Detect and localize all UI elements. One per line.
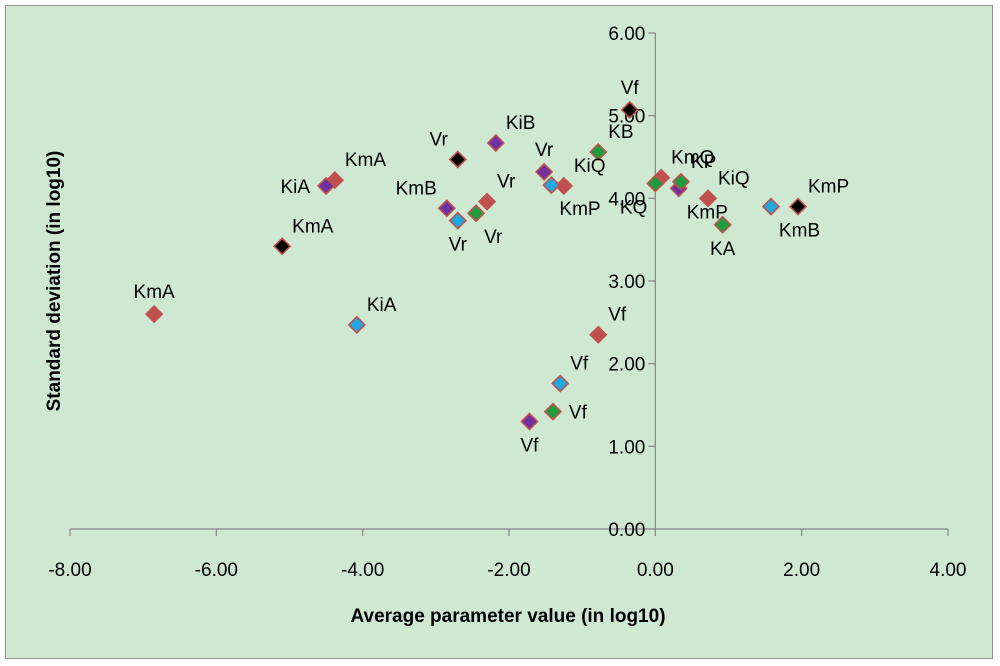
data-point-marker: [448, 150, 467, 169]
data-point-marker: [486, 133, 505, 153]
chart-area: [5, 5, 993, 659]
x-tick-label: 0.00: [637, 560, 674, 581]
y-tick-label: 4.00: [608, 189, 645, 210]
data-point-marker: [761, 197, 781, 216]
data-point-marker: [477, 192, 497, 211]
data-point-marker: [534, 162, 554, 182]
data-point-label: KmA: [292, 216, 334, 237]
y-axis-title: Standard deviation (in log10): [44, 151, 65, 412]
data-point-marker: [646, 174, 665, 193]
x-tick-label: 4.00: [930, 560, 967, 581]
data-point-marker: [347, 315, 366, 334]
y-tick-label: 1.00: [608, 437, 645, 458]
axes: [69, 32, 949, 536]
data-point-label: KB: [608, 122, 633, 143]
markers: [145, 100, 808, 431]
data-point-label: KmP: [808, 177, 849, 198]
data-point-label: KmA: [134, 282, 176, 303]
data-point-marker: [145, 304, 164, 324]
x-tick-label: 2.00: [783, 560, 820, 581]
data-point-label: Vr: [497, 172, 516, 193]
data-point-marker: [437, 199, 456, 218]
x-tick-label: -8.00: [48, 560, 91, 581]
x-tick-label: -6.00: [195, 560, 238, 581]
data-point-label: KP: [691, 152, 716, 173]
data-point-marker: [551, 374, 570, 393]
tick-labels: -8.00 -6.00 -4.00 -2.00 0.00 2.00 4.00 0.00 1.00…: [48, 24, 966, 581]
y-tick-label: 3.00: [608, 272, 645, 293]
y-tick-label: 2.00: [608, 355, 645, 376]
data-point-label: Vf: [570, 354, 589, 375]
y-tick-label: 0.00: [608, 520, 645, 541]
x-axis-title: Average parameter value (in log10): [350, 606, 665, 627]
data-point-label: Vr: [535, 140, 554, 161]
data-point-label: Vf: [569, 403, 588, 424]
data-point-marker: [620, 100, 639, 120]
data-point-marker: [542, 175, 561, 195]
data-point-label: KiB: [506, 113, 536, 134]
data-point-label: KiQ: [574, 156, 606, 177]
data-point-marker: [273, 237, 292, 256]
data-point-label: KmQ: [671, 148, 714, 169]
x-tick-label: -2.00: [487, 560, 530, 581]
data-point-label: Vf: [621, 78, 640, 99]
data-point-marker: [466, 204, 486, 223]
data-point-marker: [698, 189, 718, 208]
data-point-label: Vf: [608, 305, 627, 326]
data-point-label: KmA: [345, 150, 387, 171]
data-point-marker: [589, 142, 608, 162]
data-point-marker: [671, 172, 691, 191]
data-point-marker: [543, 402, 563, 421]
y-tick-label: 6.00: [608, 24, 645, 45]
data-point-marker: [788, 197, 808, 216]
data-point-marker: [520, 412, 539, 431]
data-point-label: Vr: [429, 129, 448, 150]
data-point-label: KmP: [559, 199, 600, 220]
data-point-label: KiA: [281, 177, 311, 198]
data-point-label: KmB: [396, 178, 437, 199]
data-point-label: KmB: [779, 221, 820, 242]
data-point-marker: [316, 176, 336, 196]
data-point-marker: [713, 215, 732, 234]
data-point-label: Vf: [521, 436, 540, 457]
x-tick-label: -4.00: [341, 560, 384, 581]
data-point-label: KA: [710, 239, 736, 260]
data-point-label: KiA: [367, 295, 397, 316]
data-point-label: KmP: [687, 202, 728, 223]
data-point-marker: [589, 325, 608, 344]
data-point-label: KQ: [620, 197, 647, 218]
data-point-marker: [448, 211, 467, 230]
data-point-label: Vr: [449, 235, 468, 256]
data-point-label: KiQ: [718, 168, 750, 189]
data-point-label: Vr: [484, 227, 503, 248]
